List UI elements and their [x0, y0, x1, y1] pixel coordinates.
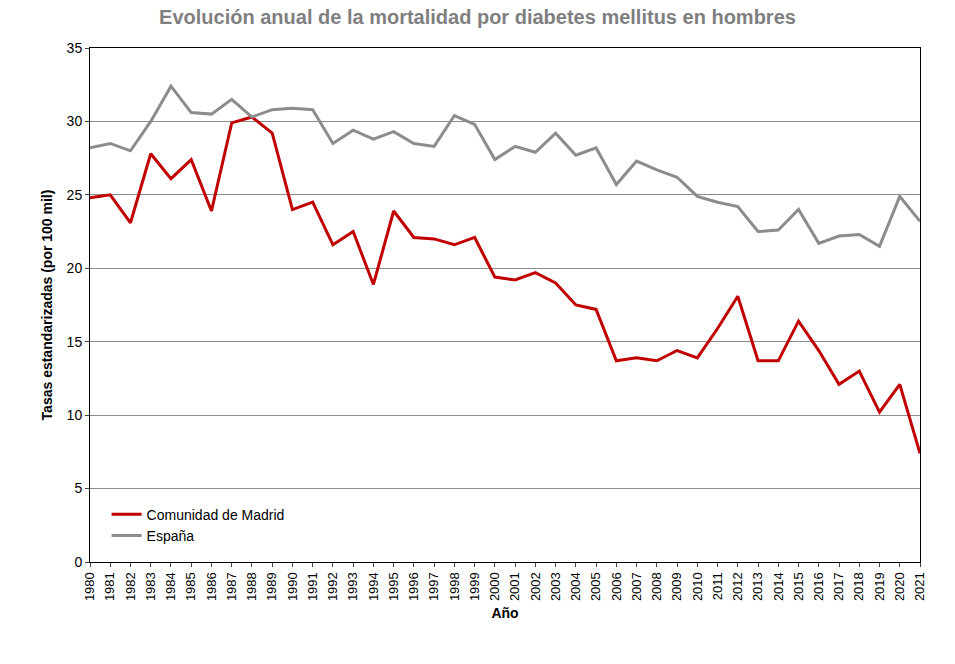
svg-text:1984: 1984 — [163, 572, 178, 601]
svg-text:2005: 2005 — [588, 572, 603, 601]
svg-text:Comunidad de Madrid: Comunidad de Madrid — [147, 507, 285, 523]
svg-text:2003: 2003 — [548, 572, 563, 601]
svg-text:2000: 2000 — [487, 572, 502, 601]
svg-text:2018: 2018 — [851, 572, 866, 601]
svg-text:Año: Año — [491, 605, 518, 621]
svg-text:2011: 2011 — [710, 572, 725, 600]
svg-text:0: 0 — [74, 554, 82, 570]
svg-text:20: 20 — [67, 260, 83, 276]
svg-text:1995: 1995 — [386, 572, 401, 601]
svg-text:35: 35 — [67, 40, 83, 56]
svg-text:2021: 2021 — [912, 572, 927, 601]
svg-text:25: 25 — [67, 187, 83, 203]
svg-text:1981: 1981 — [102, 572, 117, 601]
svg-text:2008: 2008 — [649, 572, 664, 601]
svg-text:2007: 2007 — [629, 572, 644, 601]
svg-text:15: 15 — [67, 334, 83, 350]
svg-text:1991: 1991 — [305, 572, 320, 601]
svg-text:5: 5 — [74, 480, 82, 496]
svg-text:1986: 1986 — [204, 572, 219, 601]
svg-text:2009: 2009 — [669, 572, 684, 601]
svg-text:Tasas estandarizadas (por 100: Tasas estandarizadas (por 100 mil) — [39, 190, 55, 421]
svg-text:30: 30 — [67, 113, 83, 129]
svg-text:1993: 1993 — [345, 572, 360, 601]
svg-text:1988: 1988 — [244, 572, 259, 601]
svg-text:2013: 2013 — [750, 572, 765, 601]
svg-text:1994: 1994 — [366, 572, 381, 601]
svg-text:1989: 1989 — [264, 572, 279, 601]
svg-text:1999: 1999 — [467, 572, 482, 601]
svg-text:2004: 2004 — [568, 572, 583, 601]
svg-text:2006: 2006 — [609, 572, 624, 601]
svg-text:2020: 2020 — [892, 572, 907, 601]
svg-text:2010: 2010 — [690, 572, 705, 601]
svg-text:2015: 2015 — [791, 572, 806, 601]
svg-text:2019: 2019 — [872, 572, 887, 601]
svg-text:1990: 1990 — [285, 572, 300, 601]
svg-text:2012: 2012 — [730, 572, 745, 601]
svg-text:1987: 1987 — [224, 572, 239, 601]
svg-text:2001: 2001 — [507, 572, 522, 601]
svg-text:1980: 1980 — [82, 572, 97, 601]
svg-text:2002: 2002 — [528, 572, 543, 601]
svg-text:1983: 1983 — [143, 572, 158, 601]
svg-text:Evolución anual de la mortalid: Evolución anual de la mortalidad por dia… — [159, 6, 796, 28]
svg-text:1998: 1998 — [447, 572, 462, 601]
svg-text:1985: 1985 — [183, 572, 198, 601]
svg-text:1992: 1992 — [325, 572, 340, 601]
svg-text:1982: 1982 — [123, 572, 138, 601]
svg-text:1996: 1996 — [406, 572, 421, 601]
svg-text:1997: 1997 — [426, 572, 441, 601]
svg-text:2016: 2016 — [811, 572, 826, 601]
svg-text:2017: 2017 — [831, 572, 846, 601]
svg-text:2014: 2014 — [771, 572, 786, 601]
svg-text:España: España — [147, 528, 195, 544]
svg-text:10: 10 — [67, 407, 83, 423]
